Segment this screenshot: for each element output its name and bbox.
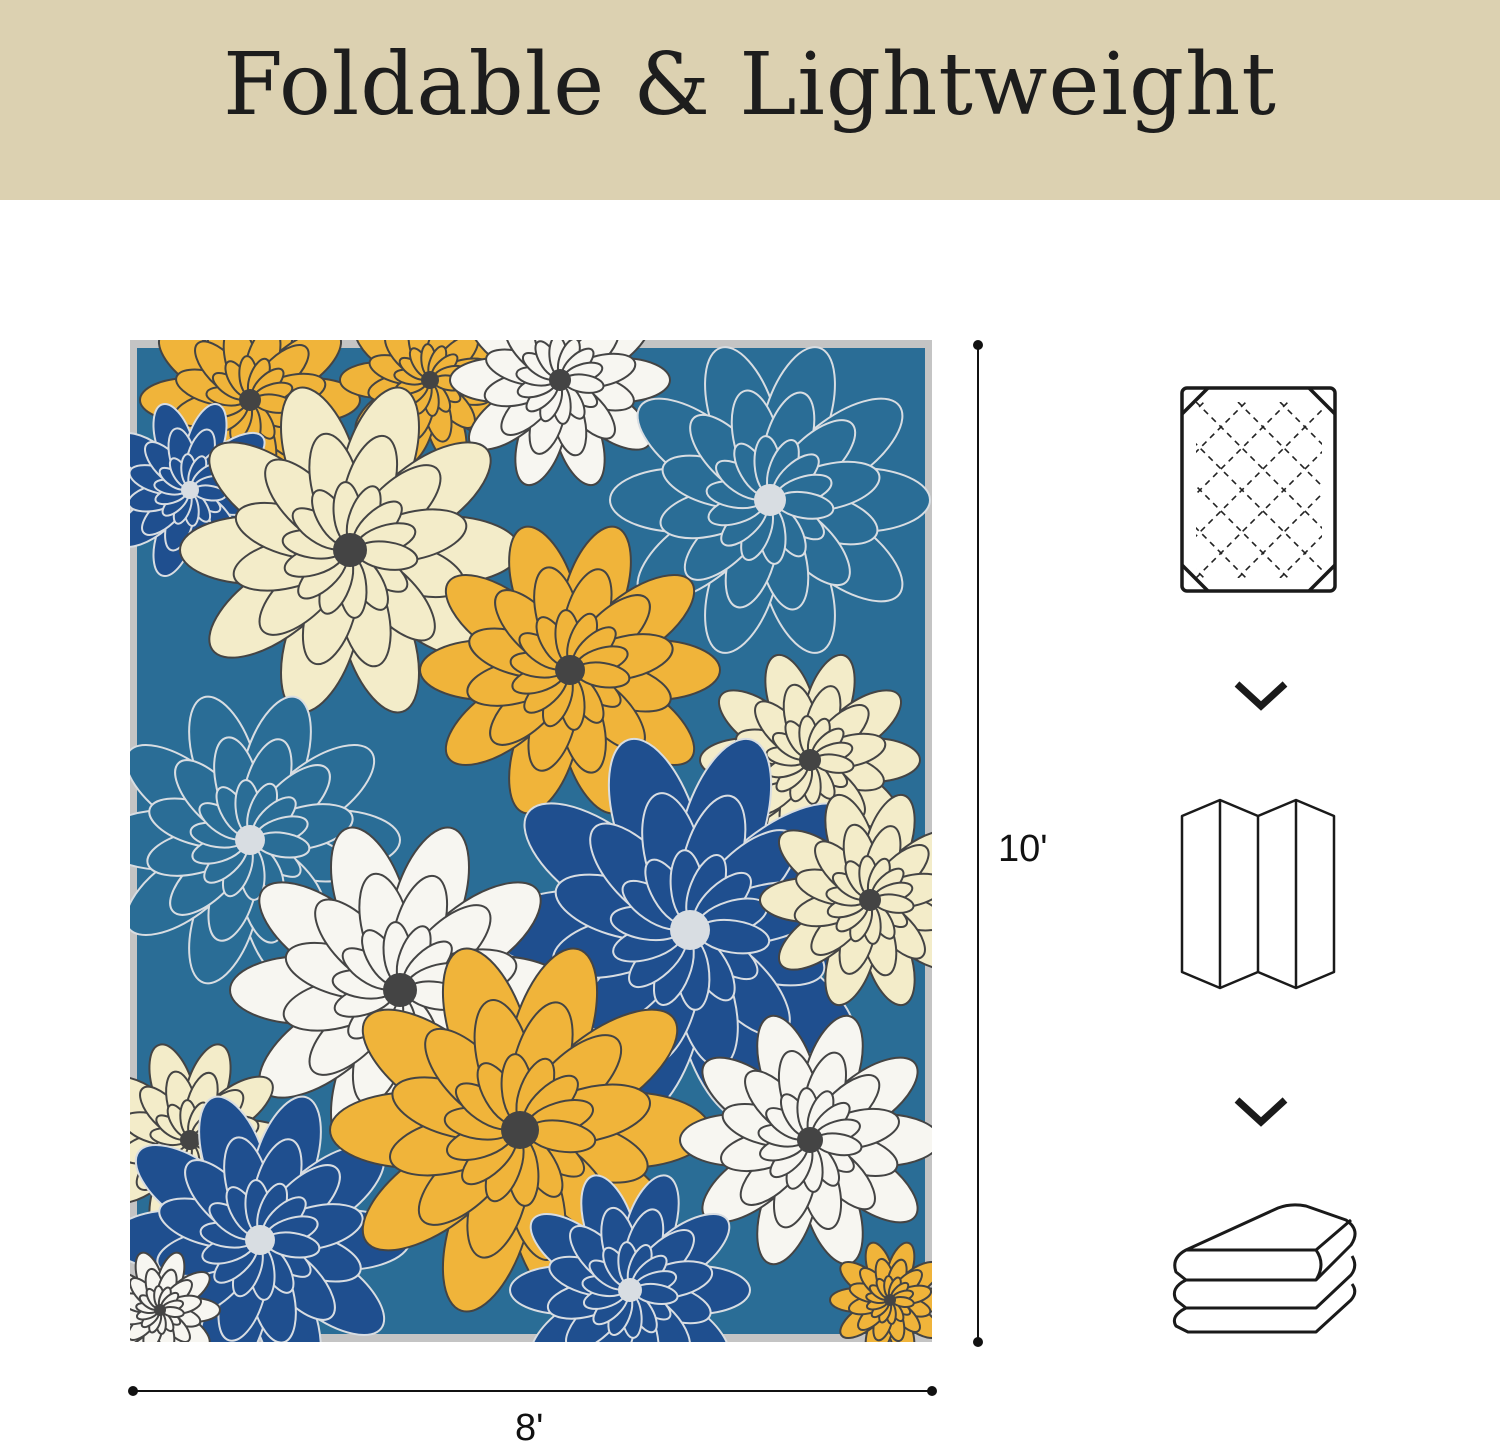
folded-towel-icon [1172,1203,1357,1334]
width-label: 8' [515,1407,544,1449]
rug-flower [609,346,931,654]
chevron-down-icon [1234,1097,1288,1127]
rug-flower [130,1251,221,1342]
rug-flower [179,386,521,714]
rug-flower [679,1014,932,1266]
flat-rug-icon [1180,386,1337,593]
chevron-down-icon [1234,681,1288,711]
header-banner [0,0,1500,200]
rug-flower [419,525,721,815]
page-title: Foldable & Lightweight [223,35,1277,135]
folded-screen-icon [1180,798,1336,990]
rug-flower [759,793,932,1007]
rug-flower [829,1241,932,1342]
rug-flower [509,1174,751,1342]
width-dimension-line [128,1386,937,1396]
height-dimension-line [973,340,983,1347]
rug-flower [449,340,671,487]
rug-flower [130,1095,411,1342]
rug-image [130,340,932,1342]
height-label: 10' [998,828,1048,870]
